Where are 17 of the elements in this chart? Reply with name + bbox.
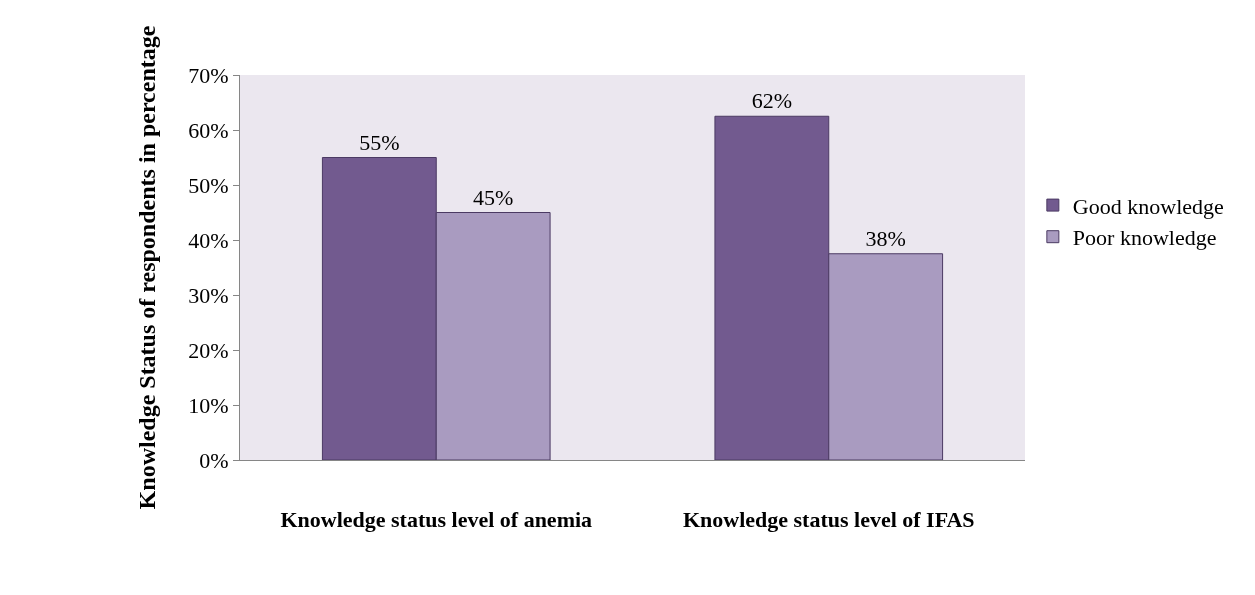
y-tick-label: 20% bbox=[188, 337, 229, 363]
data-label: 62% bbox=[751, 88, 792, 114]
x-tick-label: Knowledge status level of IFAS bbox=[682, 507, 975, 533]
y-tick-label: 60% bbox=[188, 117, 229, 143]
y-tick-label: 40% bbox=[188, 227, 229, 253]
data-label: 55% bbox=[359, 129, 400, 155]
y-tick-label: 50% bbox=[188, 172, 229, 198]
y-axis-title: Knowledge Status of respondents in percentage bbox=[134, 25, 161, 510]
y-tick-label: 0% bbox=[199, 447, 229, 473]
x-tick-label: Knowledge status level of anemia bbox=[280, 507, 593, 533]
y-tick-label: 70% bbox=[188, 62, 229, 88]
legend-label: Poor knowledge bbox=[1072, 225, 1217, 251]
y-tick-label: 10% bbox=[188, 392, 229, 418]
data-label: 38% bbox=[865, 225, 906, 251]
data-label: 45% bbox=[473, 184, 514, 210]
y-tick-label: 30% bbox=[188, 282, 229, 308]
legend-label: Good knowledge bbox=[1072, 193, 1224, 219]
